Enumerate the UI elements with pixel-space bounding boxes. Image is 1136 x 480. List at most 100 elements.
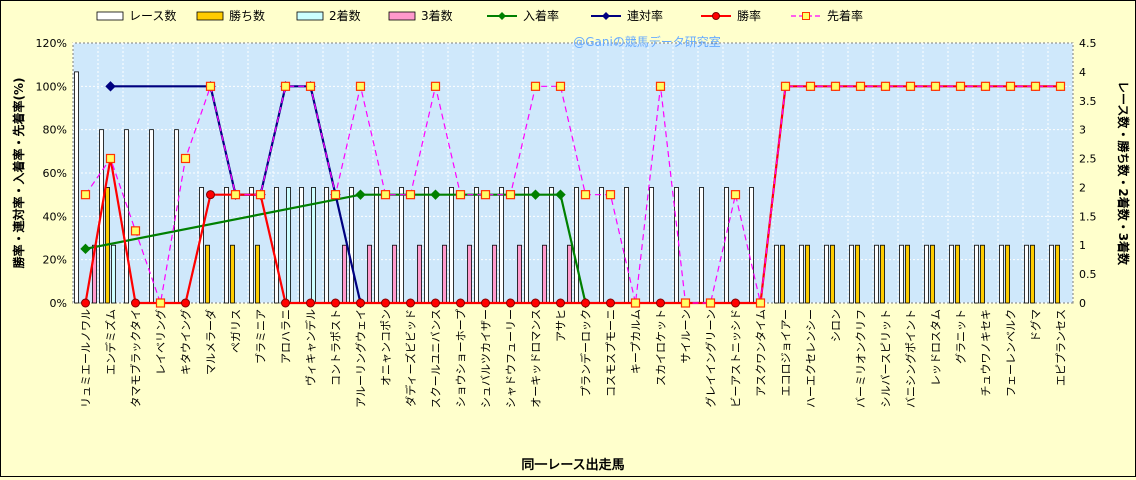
x-tick-label: グレイイングリーン — [704, 309, 718, 407]
point-勝率 — [356, 298, 365, 308]
bar-レース数 — [274, 187, 279, 304]
y-right-tick-label: 0.5 — [1079, 268, 1097, 281]
point-先着率 — [1055, 81, 1066, 91]
point-勝率 — [656, 298, 665, 308]
point-先着率 — [580, 190, 591, 200]
x-tick-label: エンデミズム — [104, 309, 118, 375]
y-axis-left-title: 勝率・連対率・入着率・先着率(%) — [11, 78, 26, 269]
bar-レース数 — [674, 187, 679, 304]
x-tick-label: ブラミニア — [254, 309, 268, 364]
x-tick-label: ダディーズビビッド — [404, 309, 418, 407]
bar-勝ち数 — [930, 244, 935, 304]
x-tick-label: エコロジョイアー — [780, 309, 793, 396]
x-tick-label: オーキッドロマンス — [530, 309, 543, 408]
x-tick-label: スクールユニバンス — [430, 309, 443, 408]
bar-レース数 — [324, 187, 329, 304]
bar-勝ち数 — [1055, 244, 1060, 304]
point-先着率 — [730, 190, 741, 200]
legend-marker — [602, 12, 610, 20]
x-tick-label: ハーエクセレンシー — [805, 309, 818, 408]
point-先着率 — [380, 190, 391, 200]
x-tick-label: コスモスプモーニ — [605, 309, 618, 397]
bar-レース数 — [649, 187, 654, 304]
point-先着率 — [330, 190, 341, 200]
legend-label: 3着数 — [421, 8, 453, 23]
bar-レース数 — [724, 187, 729, 304]
point-先着率 — [355, 81, 366, 91]
y-right-tick-label: 0 — [1079, 297, 1086, 310]
bar-レース数 — [799, 244, 804, 304]
point-先着率 — [655, 81, 666, 91]
x-tick-label: バーミリオンクリフ — [855, 309, 868, 408]
x-tick-label: キープカルム — [630, 309, 643, 374]
legend-label: 2着数 — [329, 8, 361, 23]
bar-レース数 — [749, 187, 754, 304]
legend-marker — [498, 12, 506, 20]
point-先着率 — [930, 81, 941, 91]
point-勝率 — [381, 298, 390, 308]
bar-レース数 — [1024, 244, 1029, 304]
legend-label: 勝率 — [737, 8, 761, 23]
point-先着率 — [955, 81, 966, 91]
x-tick-label: ショウショーホープ — [455, 309, 468, 407]
point-勝率 — [431, 298, 440, 308]
x-tick-label: ペガリス — [230, 309, 243, 353]
bar-3着数 — [517, 244, 522, 304]
bar-勝ち数 — [805, 244, 810, 304]
y-left-tick-label: 120% — [36, 37, 67, 50]
bar-レース数 — [849, 244, 854, 304]
point-先着率 — [880, 81, 891, 91]
y-right-tick-label: 2 — [1079, 181, 1086, 194]
bar-レース数 — [974, 244, 979, 304]
point-先着率 — [855, 81, 866, 91]
point-先着率 — [255, 190, 266, 200]
legend-label: 入着率 — [523, 8, 559, 23]
x-tick-label: ヴィキャンデル — [304, 309, 318, 386]
point-勝率 — [306, 298, 315, 308]
bar-勝ち数 — [880, 244, 885, 304]
y-right-tick-label: 3 — [1079, 124, 1086, 137]
x-tick-label: グラニット — [954, 309, 968, 364]
point-入着率 — [355, 189, 366, 200]
point-勝率 — [606, 298, 615, 308]
x-tick-label: マルメラーダ — [204, 309, 218, 375]
y-axis-right-title: レース数・勝ち数・2着数・3着数 — [1116, 81, 1131, 266]
point-入着率 — [530, 189, 541, 200]
x-tick-label: レイベリング — [154, 309, 168, 375]
point-入着率 — [430, 189, 441, 200]
x-tick-label: スカイロケット — [655, 309, 668, 386]
bar-レース数 — [74, 71, 79, 304]
y-left-tick-label: 40% — [43, 210, 67, 223]
point-先着率 — [780, 81, 791, 91]
bar-レース数 — [924, 244, 929, 304]
point-先着率 — [405, 190, 416, 200]
x-axis-title: 同一レース出走馬 — [521, 457, 624, 473]
point-勝率 — [531, 298, 540, 308]
bar-勝ち数 — [255, 244, 260, 304]
watermark: @Ganiの競馬データ研究室 — [573, 34, 721, 49]
point-先着率 — [180, 153, 191, 164]
point-先着率 — [630, 298, 641, 308]
point-先着率 — [280, 81, 291, 91]
x-tick-label: タマモブラックタイ — [129, 309, 143, 408]
x-tick-label: レッドロスタム — [930, 309, 943, 386]
point-勝率 — [456, 298, 465, 308]
bar-勝ち数 — [830, 244, 835, 304]
point-勝率 — [406, 298, 415, 308]
bar-3着数 — [367, 244, 372, 304]
point-勝率 — [556, 298, 565, 308]
bar-レース数 — [574, 187, 579, 304]
bar-レース数 — [774, 244, 779, 304]
y-left-tick-label: 20% — [43, 254, 67, 267]
x-tick-label: キタウイング — [179, 309, 193, 375]
bar-3着数 — [342, 244, 347, 304]
point-先着率 — [105, 153, 116, 164]
y-right-tick-label: 4.5 — [1079, 37, 1097, 50]
x-tick-label: プランデーロック — [579, 309, 593, 397]
x-tick-label: アサヒ — [555, 309, 568, 342]
point-入着率 — [80, 243, 91, 255]
bar-3着数 — [542, 244, 547, 304]
bar-勝ち数 — [780, 244, 785, 304]
point-勝率 — [181, 298, 190, 308]
point-勝率 — [281, 298, 290, 308]
